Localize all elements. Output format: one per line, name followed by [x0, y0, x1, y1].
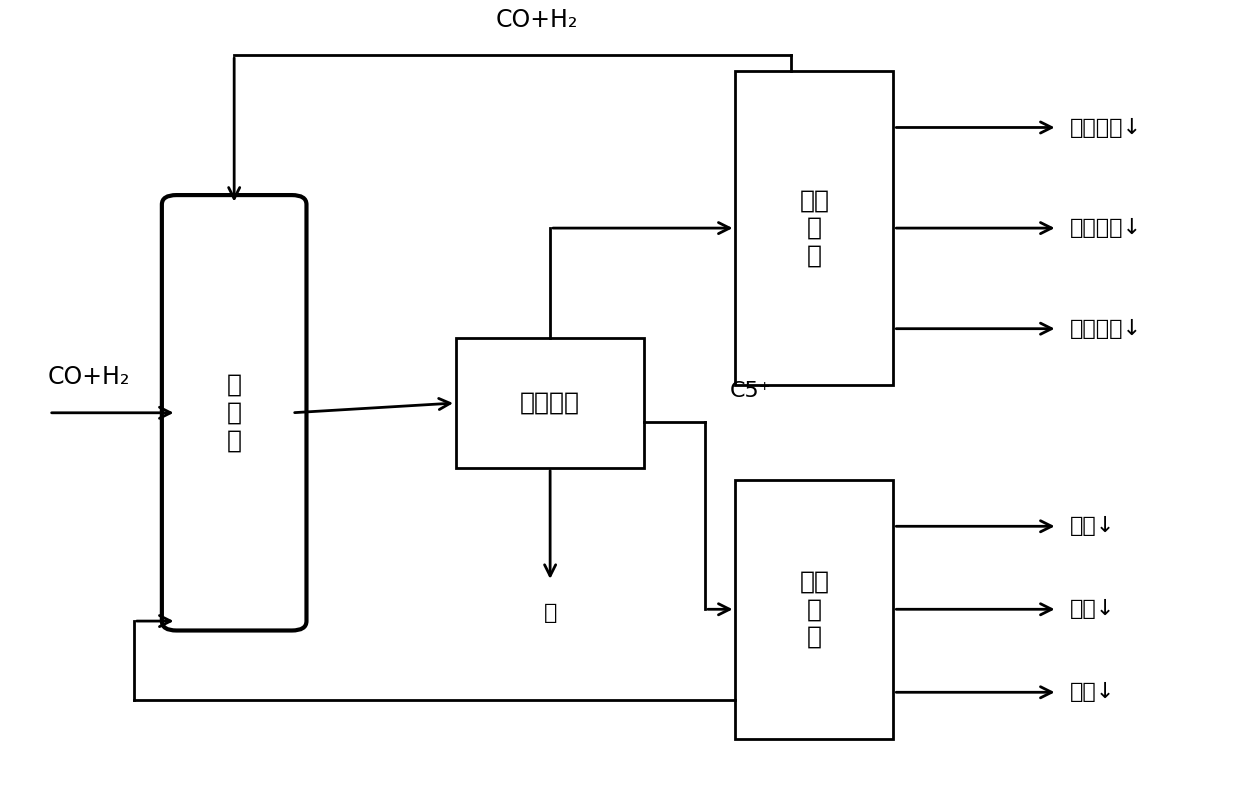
- Text: 汽油↓: 汽油↓: [1070, 516, 1115, 537]
- Text: 重油↓: 重油↓: [1070, 683, 1115, 703]
- Text: CO+H₂: CO+H₂: [496, 7, 578, 31]
- FancyBboxPatch shape: [162, 195, 306, 630]
- Text: 柴油↓: 柴油↓: [1070, 599, 1115, 619]
- Text: 反
应
器: 反 应 器: [227, 373, 242, 452]
- Text: 低碳烷烃↓: 低碳烷烃↓: [1070, 218, 1142, 238]
- Text: CO+H₂: CO+H₂: [48, 366, 130, 390]
- Bar: [735, 480, 893, 739]
- Bar: [735, 71, 893, 385]
- Text: 水: 水: [543, 603, 557, 623]
- Text: 气液分离: 气液分离: [520, 391, 580, 415]
- Text: 二氧化碳↓: 二氧化碳↓: [1070, 117, 1142, 137]
- Text: 液体
分
离: 液体 分 离: [800, 569, 830, 649]
- Text: C5⁺: C5⁺: [729, 381, 771, 401]
- Text: 低碳烯烃↓: 低碳烯烃↓: [1070, 318, 1142, 338]
- Bar: [456, 338, 645, 468]
- Text: 气体
分
离: 气体 分 离: [800, 188, 830, 268]
